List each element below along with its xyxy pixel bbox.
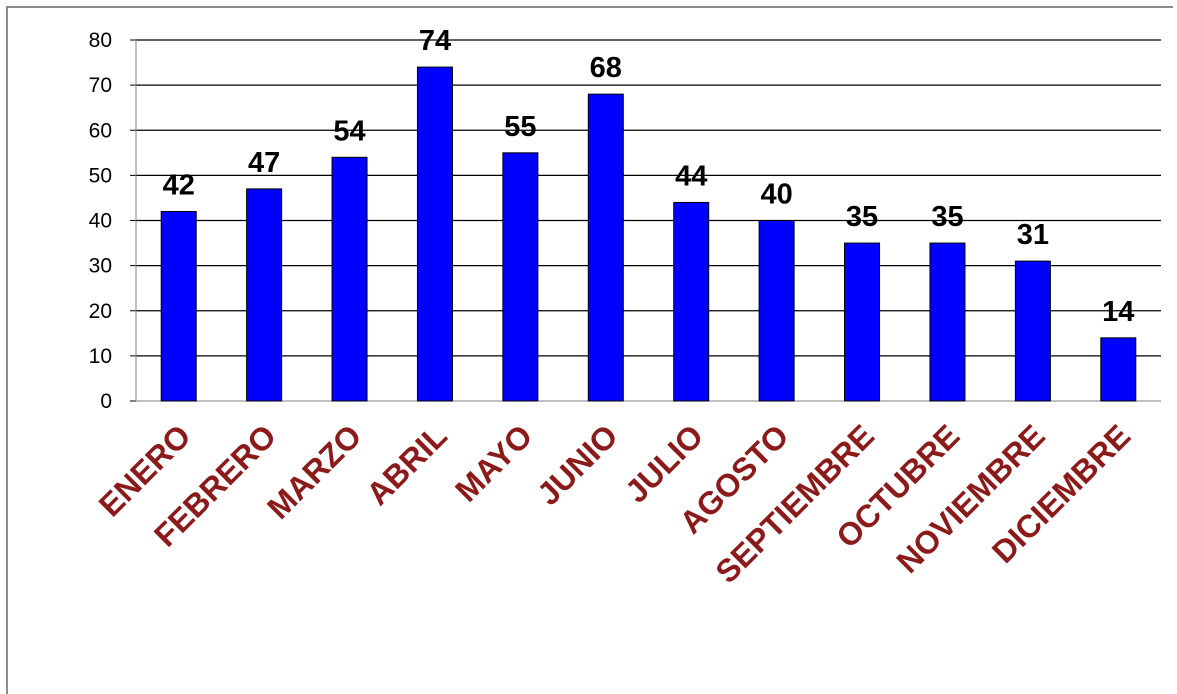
bar bbox=[758, 220, 795, 402]
bar bbox=[673, 201, 710, 402]
bar bbox=[844, 242, 881, 402]
data-label: 14 bbox=[1102, 296, 1134, 328]
y-axis-ticks: 0 10 20 30 40 50 60 70 80 bbox=[89, 29, 112, 413]
data-label: 74 bbox=[419, 25, 451, 57]
data-label: 47 bbox=[248, 147, 280, 179]
y-tick-label: 70 bbox=[89, 74, 112, 97]
y-tick-label: 10 bbox=[89, 345, 112, 368]
y-tick-label: 80 bbox=[89, 29, 112, 52]
data-label: 55 bbox=[504, 111, 536, 143]
y-tick-label: 40 bbox=[89, 210, 112, 233]
x-tick-label: MAYO bbox=[448, 417, 539, 508]
bar bbox=[246, 188, 283, 402]
x-tick-label: JUNIO bbox=[530, 417, 625, 512]
x-axis-labels: ENEROFEBREROMARZOABRILMAYOJUNIOJULIOAGOS… bbox=[92, 417, 1138, 590]
data-label: 40 bbox=[760, 179, 792, 211]
data-label: 42 bbox=[163, 169, 195, 201]
y-tick-label: 60 bbox=[89, 119, 112, 142]
data-label: 35 bbox=[846, 201, 878, 233]
bar bbox=[1014, 260, 1051, 402]
y-tick-label: 50 bbox=[89, 164, 112, 187]
bar bbox=[929, 242, 966, 402]
data-label: 44 bbox=[675, 160, 707, 192]
data-label: 68 bbox=[590, 52, 622, 84]
y-tick-label: 30 bbox=[89, 255, 112, 278]
data-label: 31 bbox=[1017, 219, 1049, 251]
y-tick-label: 20 bbox=[89, 300, 112, 323]
bar bbox=[331, 156, 368, 402]
x-tick-label: MARZO bbox=[260, 417, 368, 525]
bar bbox=[160, 210, 197, 402]
x-tick-label: ABRIL bbox=[359, 417, 454, 512]
x-tick-label: NOVIEMBRE bbox=[889, 417, 1051, 579]
data-label: 54 bbox=[333, 115, 365, 147]
value-labels: 42 47 54 74 55 68 44 40 35 35 31 14 bbox=[163, 25, 1135, 328]
bar bbox=[587, 93, 624, 402]
bar bbox=[502, 152, 539, 402]
data-label: 35 bbox=[931, 201, 963, 233]
bars bbox=[160, 66, 1137, 402]
bar bbox=[416, 66, 453, 402]
y-tick-label: 0 bbox=[100, 390, 112, 413]
bar bbox=[1100, 337, 1137, 402]
gridlines bbox=[130, 39, 1161, 402]
